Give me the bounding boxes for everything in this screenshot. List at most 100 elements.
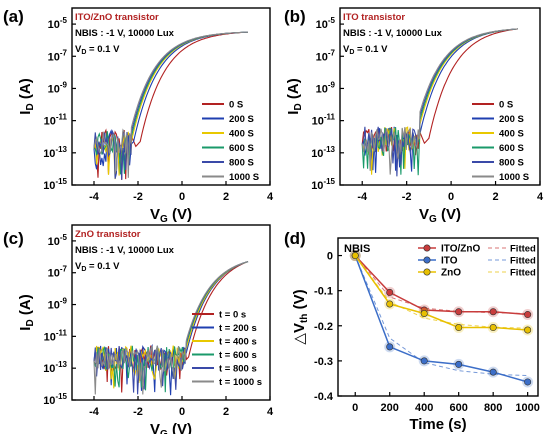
fitted-line-2: [354, 255, 528, 377]
x-tick-label: 1000: [515, 402, 539, 414]
stress-condition: NBIS : -1 V, 10000 Lux: [75, 28, 175, 39]
data-point: [386, 300, 394, 308]
x-axis-label: VG (V): [150, 421, 192, 434]
y-tick-label: 10-9: [48, 297, 68, 312]
legend-label: ITO: [441, 256, 458, 267]
x-tick-label: 0: [179, 191, 185, 203]
panel-label: (b): [284, 7, 306, 26]
data-point: [420, 357, 428, 365]
legend-fitted-label: Fitted: [510, 268, 536, 279]
x-axis-label: VG (V): [150, 206, 192, 225]
y-tick-label: 10-7: [48, 265, 68, 280]
y-tick-label: -0.4: [314, 391, 334, 403]
data-point: [489, 308, 497, 316]
legend-label: 200 S: [229, 114, 254, 125]
x-tick-label: 2: [223, 191, 229, 203]
data-point: [386, 288, 394, 296]
x-tick-label: -4: [89, 406, 100, 418]
legend-fitted-label: Fitted: [510, 256, 536, 267]
y-tick-label: 10-7: [48, 48, 68, 63]
data-point: [455, 360, 463, 368]
legend-marker: [423, 244, 431, 252]
y-tick-label: 10-11: [44, 328, 68, 343]
data-point: [524, 311, 532, 319]
series-line-6: [93, 261, 249, 395]
panel-label: (d): [284, 229, 306, 248]
legend-label: 600 S: [499, 143, 524, 154]
panel-d-threshold-shift-chart: (d) 0 200 400 600 800 1000 0 -0.1 -0.2 -0.3 -0.4 Tim…: [284, 229, 540, 433]
legend-label: t = 400 s: [219, 337, 257, 348]
x-tick-label: 400: [415, 402, 433, 414]
y-tick-label: 10-5: [316, 16, 336, 31]
x-tick-label: 200: [381, 402, 399, 414]
series-line-3: [354, 255, 528, 331]
legend: 0 S 200 S 400 S 600 S 800 S 1000 S: [472, 100, 529, 183]
panel-b-transfer-chart: (b) -4 -2 0 2 4 10-15 10-13 10-11 10-9 10-7 10-5 VG …: [284, 7, 544, 225]
stress-condition: NBIS : -1 V, 10000 Lux: [343, 28, 443, 39]
drain-voltage: VD = 0.1 V: [75, 44, 120, 56]
panel-c-transfer-chart: (c) -4 -2 0 2 4 10-15 10-13 10-11 10-9 10-7 10-5 VG …: [3, 224, 274, 434]
y-axis-label: ID (A): [285, 78, 304, 114]
legend-marker: [423, 268, 431, 276]
y-tick-label: 10-11: [312, 113, 336, 128]
legend-label: ZnO: [441, 268, 461, 279]
legend-label: t = 600 s: [219, 350, 257, 361]
panel-label: (c): [3, 229, 24, 248]
y-tick-label: 10-13: [43, 360, 67, 375]
y-tick-label: 10-7: [316, 48, 336, 63]
y-tick-label: 0: [327, 251, 333, 263]
legend: ITO/ZnO Fitted ITO Fitted ZnO Fitted: [418, 244, 536, 279]
data-point: [386, 343, 394, 351]
legend-label: 600 S: [229, 143, 254, 154]
plot-area: [361, 28, 518, 177]
x-axis-label: VG (V): [419, 206, 461, 225]
series-line-1: [354, 255, 528, 316]
x-tick-label: 0: [179, 406, 185, 418]
legend-label: 1000 S: [499, 172, 529, 183]
x-tick-label: -2: [133, 191, 143, 203]
legend-label: t = 200 s: [219, 323, 257, 334]
legend: 0 S 200 S 400 S 600 S 800 S 1000 S: [202, 100, 259, 183]
x-tick-label: -2: [402, 191, 412, 203]
series-line-6: [361, 28, 518, 175]
x-axis-label: Time (s): [409, 416, 466, 433]
fitted-line-1: [354, 255, 528, 314]
x-tick-label: 600: [450, 402, 468, 414]
data-point: [420, 309, 428, 317]
legend-label: t = 1000 s: [219, 377, 262, 388]
y-tick-label: 10-11: [44, 113, 68, 128]
y-tick-label: 10-13: [311, 145, 335, 160]
x-tick-label: 800: [484, 402, 502, 414]
y-tick-label: -0.1: [314, 286, 333, 298]
data-point: [489, 368, 497, 376]
data-point: [455, 324, 463, 332]
legend-label: 800 S: [229, 158, 254, 169]
y-tick-label: -0.3: [314, 356, 333, 368]
x-tick-label: 2: [223, 406, 229, 418]
x-tick-label: 0: [448, 191, 454, 203]
x-tick-label: 4: [267, 406, 274, 418]
legend-label: t = 800 s: [219, 364, 257, 375]
plot-frame: [339, 7, 541, 186]
data-point: [489, 324, 497, 332]
legend-label: 800 S: [499, 158, 524, 169]
data-point: [524, 378, 532, 386]
y-tick-label: 10-15: [311, 177, 335, 192]
y-axis-label: ID (A): [17, 78, 36, 114]
legend-label: 200 S: [499, 114, 524, 125]
data-point: [351, 252, 359, 260]
series-line-6: [93, 31, 249, 178]
y-tick-label: 10-15: [43, 392, 67, 407]
annotation-nbis: NBIS: [344, 243, 370, 255]
y-tick-label: 10-5: [48, 233, 68, 248]
x-tick-label: 0: [352, 402, 358, 414]
legend: t = 0 s t = 200 s t = 400 s t = 600 s t = 80…: [192, 310, 262, 388]
plot-frame: [71, 7, 271, 186]
chart-title: ITO transistor: [343, 12, 405, 23]
x-tick-label: 4: [267, 191, 274, 203]
plot-frame: [71, 224, 271, 401]
legend-fitted-label: Fitted: [510, 244, 536, 255]
legend-label: 0 S: [499, 100, 513, 111]
plot-area: [93, 261, 249, 396]
